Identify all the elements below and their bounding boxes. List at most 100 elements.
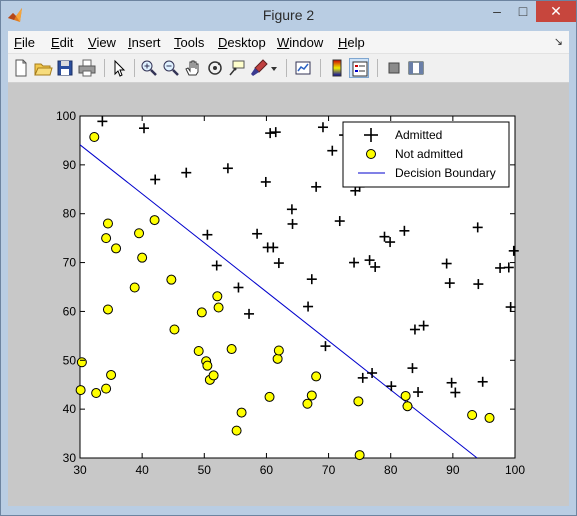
- menu-help[interactable]: Help: [338, 35, 365, 50]
- x-tick-label: 70: [322, 463, 336, 477]
- menu-insert[interactable]: Insert: [128, 35, 161, 50]
- not-admitted-point: [353, 396, 364, 407]
- admitted-point: [202, 229, 213, 240]
- admitted-point: [181, 167, 192, 178]
- admitted-point: [139, 123, 150, 134]
- minimize-button[interactable]: –: [493, 3, 501, 19]
- admitted-point: [303, 301, 314, 312]
- brush-dropdown-icon[interactable]: [269, 58, 279, 78]
- link-plot-icon[interactable]: [293, 58, 313, 78]
- menu-view[interactable]: View: [88, 35, 116, 50]
- admitted-point: [418, 320, 429, 331]
- window-title: Figure 2: [262, 7, 315, 23]
- admitted-point: [413, 387, 424, 398]
- admitted-point: [444, 278, 455, 289]
- admitted-point: [273, 258, 284, 269]
- not-admitted-point: [101, 233, 112, 244]
- print-icon[interactable]: [77, 58, 97, 78]
- menu-file[interactable]: File: [14, 35, 35, 50]
- open-file-icon[interactable]: [33, 58, 53, 78]
- y-tick-label: 60: [63, 304, 77, 318]
- not-admitted-point: [102, 304, 113, 315]
- legend[interactable]: Admitted Not admitted Decision Boundary: [342, 121, 510, 188]
- figure-toolbar: [8, 54, 569, 83]
- x-tick-label: 40: [135, 463, 149, 477]
- not-admitted-point: [137, 252, 148, 263]
- admitted-point: [222, 163, 233, 174]
- figure-canvas[interactable]: 30 40 50 60 70 80 90 100 30 40 50 60 70 80 90 100 Admit…: [8, 83, 569, 506]
- legend-label-not-admitted: Not admitted: [395, 147, 463, 161]
- admitted-point: [287, 218, 298, 229]
- zoom-out-icon[interactable]: [161, 58, 181, 78]
- menu-tools[interactable]: Tools: [174, 35, 205, 50]
- admitted-point: [265, 128, 276, 139]
- admitted-point: [477, 376, 488, 387]
- y-tick-label: 30: [63, 451, 77, 465]
- not-admitted-point: [111, 243, 122, 254]
- admitted-point: [268, 242, 279, 253]
- x-tick-label: 50: [198, 463, 212, 477]
- zoom-in-icon[interactable]: [139, 58, 159, 78]
- admitted-point: [370, 261, 381, 272]
- menu-desktop[interactable]: Desktop: [218, 35, 266, 50]
- insert-legend-icon[interactable]: [349, 58, 369, 78]
- not-admitted-point: [76, 357, 87, 368]
- not-admitted-point: [273, 345, 284, 356]
- save-icon[interactable]: [55, 58, 75, 78]
- x-tick-label: 60: [260, 463, 274, 477]
- admitted-point: [409, 324, 420, 335]
- admitted-point: [399, 225, 410, 236]
- menu-window[interactable]: Window: [277, 35, 324, 50]
- admitted-point: [385, 237, 396, 248]
- not-admitted-point: [169, 324, 180, 335]
- new-figure-icon[interactable]: [11, 58, 31, 78]
- admitted-point: [320, 341, 331, 352]
- not-admitted-point: [149, 215, 160, 226]
- not-admitted-point: [306, 390, 317, 401]
- title-bar[interactable]: Figure 2 – □ ✕: [1, 1, 576, 30]
- show-plot-tools-icon[interactable]: [406, 58, 426, 78]
- insert-colorbar-icon[interactable]: [327, 58, 347, 78]
- not-admitted-point: [202, 360, 213, 371]
- legend-marker-admitted: [364, 128, 378, 142]
- maximize-button[interactable]: □: [518, 3, 528, 19]
- admitted-point: [306, 274, 317, 285]
- not-admitted-point: [484, 412, 495, 423]
- y-tick-label: 40: [63, 402, 77, 416]
- not-admitted-point: [106, 369, 117, 380]
- admitted-point: [97, 116, 108, 127]
- toolbar-separator: [134, 59, 135, 77]
- edit-plot-arrow-icon[interactable]: [109, 58, 129, 78]
- hide-plot-tools-icon[interactable]: [384, 58, 404, 78]
- dock-arrow-icon[interactable]: ↘: [553, 36, 563, 48]
- admitted-point: [286, 204, 297, 215]
- admitted-point: [472, 222, 483, 233]
- menu-bar: File Edit View Insert Tools Desktop Wind…: [8, 31, 569, 54]
- close-button[interactable]: ✕: [536, 1, 576, 22]
- admitted-point: [450, 387, 461, 398]
- admitted-point: [503, 262, 514, 273]
- x-tick-label: 90: [446, 463, 460, 477]
- legend-marker-not-admitted: [366, 149, 376, 159]
- toolbar-separator: [377, 59, 378, 77]
- not-admitted-point: [208, 370, 219, 381]
- not-admitted-point: [89, 132, 100, 143]
- pan-hand-icon[interactable]: [183, 58, 203, 78]
- not-admitted-point: [213, 302, 224, 313]
- admitted-point: [244, 308, 255, 319]
- brush-icon[interactable]: [249, 58, 269, 78]
- not-admitted-point: [402, 401, 413, 412]
- not-admitted-point: [226, 344, 237, 355]
- scatter-plot[interactable]: 30 40 50 60 70 80 90 100 30 40 50 60 70 80 90 100 Admit…: [8, 83, 569, 506]
- not-admitted-point: [129, 282, 140, 293]
- matlab-logo-icon: [7, 7, 23, 23]
- data-cursor-icon[interactable]: [227, 58, 247, 78]
- menu-edit[interactable]: Edit: [51, 35, 74, 50]
- admitted-point: [252, 228, 263, 239]
- admitted-point: [270, 127, 281, 138]
- admitted-point: [357, 372, 368, 383]
- admitted-point: [505, 302, 516, 313]
- rotate-3d-icon[interactable]: [205, 58, 225, 78]
- admitted-point: [211, 260, 222, 271]
- not-admitted-point: [212, 291, 223, 302]
